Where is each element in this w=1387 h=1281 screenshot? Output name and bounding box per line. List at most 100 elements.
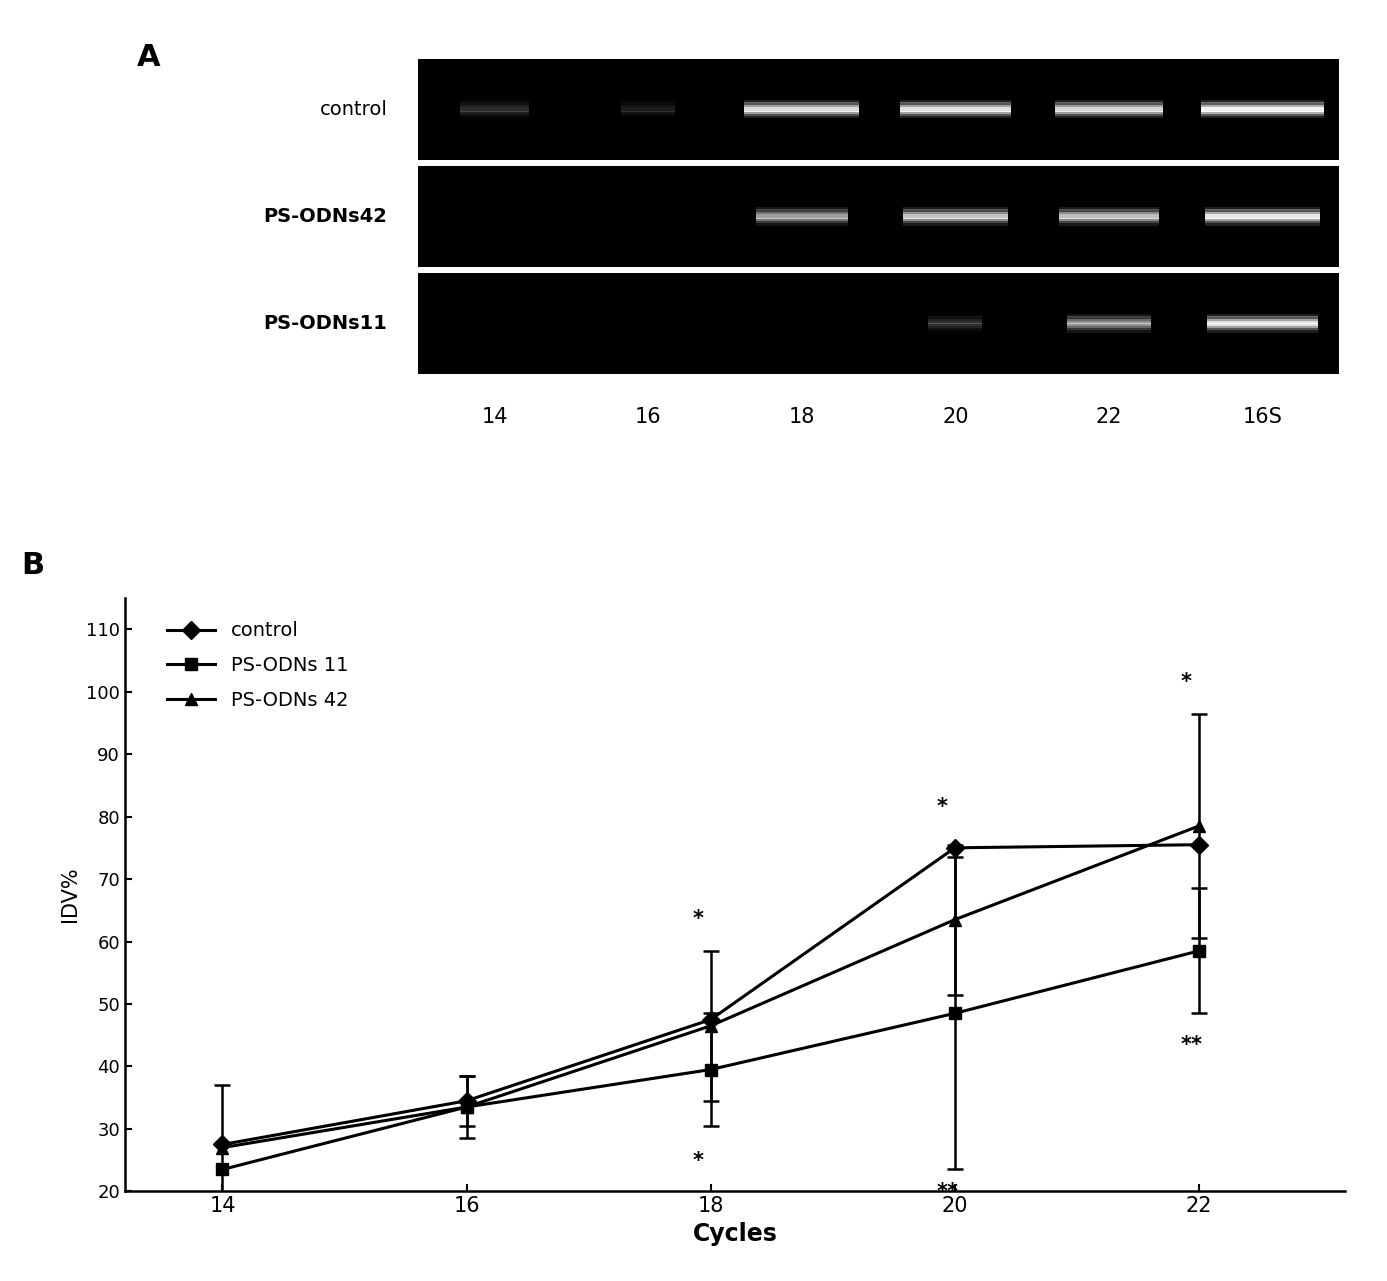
PS-ODNs 11 xyxy=(946,1006,963,1021)
Bar xyxy=(756,211,847,214)
Bar xyxy=(1207,328,1318,330)
Bar xyxy=(756,209,847,211)
Text: PS-ODNs42: PS-ODNs42 xyxy=(264,208,387,225)
Bar xyxy=(621,105,675,108)
Bar xyxy=(1056,109,1162,111)
Bar xyxy=(756,220,847,223)
Bar xyxy=(621,117,675,118)
PS-ODNs 42 xyxy=(702,1018,718,1034)
Bar xyxy=(928,314,982,316)
Bar xyxy=(928,330,982,333)
Bar xyxy=(1207,314,1318,316)
control xyxy=(1190,836,1207,852)
Bar xyxy=(417,273,1340,374)
Bar xyxy=(900,109,1011,111)
Bar xyxy=(1201,106,1325,109)
Line: control: control xyxy=(216,839,1205,1150)
Bar xyxy=(1060,223,1158,225)
Bar xyxy=(1201,111,1325,114)
PS-ODNs 42 xyxy=(1190,819,1207,834)
control xyxy=(214,1136,230,1152)
Bar xyxy=(1067,323,1151,325)
Bar xyxy=(756,208,847,210)
Bar xyxy=(1201,117,1325,118)
PS-ODNs 42 xyxy=(214,1140,230,1155)
Bar xyxy=(1060,216,1158,219)
PS-ODNs 42 xyxy=(946,912,963,927)
Text: A: A xyxy=(137,42,161,72)
Bar xyxy=(621,102,675,105)
Bar xyxy=(417,167,1340,266)
Bar xyxy=(928,325,982,328)
Bar xyxy=(1207,316,1318,319)
Bar xyxy=(1056,111,1162,114)
Text: control: control xyxy=(319,100,387,119)
Bar xyxy=(460,109,528,111)
Bar xyxy=(1060,214,1158,216)
Bar xyxy=(417,59,1340,160)
Bar xyxy=(1207,325,1318,328)
Line: PS-ODNs 42: PS-ODNs 42 xyxy=(216,820,1205,1154)
Bar xyxy=(621,111,675,114)
Bar xyxy=(1201,102,1325,105)
Text: 20: 20 xyxy=(942,406,968,427)
Bar xyxy=(745,109,860,111)
Bar xyxy=(903,209,1007,211)
Bar xyxy=(1205,220,1320,223)
Bar xyxy=(928,319,982,322)
Bar xyxy=(460,106,528,109)
Bar xyxy=(745,117,860,118)
Bar xyxy=(460,102,528,105)
X-axis label: Cycles: Cycles xyxy=(692,1222,778,1245)
Bar xyxy=(621,100,675,102)
Bar xyxy=(756,223,847,225)
Bar xyxy=(745,114,860,117)
Text: **: ** xyxy=(936,1182,958,1202)
Text: **: ** xyxy=(1180,1035,1203,1056)
Bar xyxy=(1060,208,1158,210)
Y-axis label: IDV%: IDV% xyxy=(61,867,80,922)
PS-ODNs 11 xyxy=(458,1099,474,1114)
control xyxy=(702,1012,718,1027)
Bar xyxy=(745,102,860,105)
Text: 18: 18 xyxy=(789,406,816,427)
Bar xyxy=(621,109,675,111)
Bar xyxy=(903,216,1007,219)
Bar xyxy=(900,102,1011,105)
Bar xyxy=(460,100,528,102)
PS-ODNs 11 xyxy=(1190,943,1207,958)
Bar xyxy=(1056,106,1162,109)
Bar xyxy=(1205,209,1320,211)
Bar xyxy=(1067,328,1151,330)
Bar xyxy=(1067,319,1151,322)
Bar xyxy=(1207,323,1318,325)
Bar xyxy=(1207,322,1318,324)
Bar xyxy=(900,105,1011,108)
Bar xyxy=(1205,208,1320,210)
PS-ODNs 11 xyxy=(702,1062,718,1077)
Bar xyxy=(745,106,860,109)
Bar xyxy=(1060,219,1158,220)
Bar xyxy=(903,219,1007,220)
Bar xyxy=(1056,100,1162,102)
Bar xyxy=(460,105,528,108)
Bar xyxy=(1207,319,1318,322)
Bar xyxy=(1060,209,1158,211)
Bar xyxy=(460,111,528,114)
Bar xyxy=(756,214,847,216)
Bar xyxy=(903,220,1007,223)
Bar xyxy=(928,323,982,325)
Line: PS-ODNs 11: PS-ODNs 11 xyxy=(216,944,1205,1176)
Bar xyxy=(903,223,1007,225)
Bar xyxy=(1056,105,1162,108)
Bar xyxy=(928,316,982,319)
Bar xyxy=(1067,316,1151,319)
Bar xyxy=(1056,117,1162,118)
Text: 14: 14 xyxy=(481,406,508,427)
Bar xyxy=(1056,114,1162,117)
Bar xyxy=(1067,325,1151,328)
Bar xyxy=(1067,314,1151,316)
Bar xyxy=(900,100,1011,102)
Bar xyxy=(1201,109,1325,111)
Legend: control, PS-ODNs 11, PS-ODNs 42: control, PS-ODNs 11, PS-ODNs 42 xyxy=(160,614,356,717)
